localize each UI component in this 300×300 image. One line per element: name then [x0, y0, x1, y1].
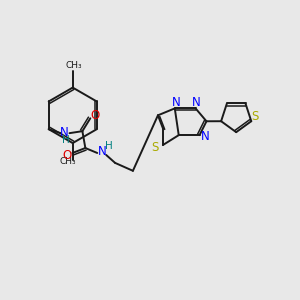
Text: O: O	[62, 149, 71, 162]
Text: N: N	[98, 146, 106, 158]
Text: S: S	[251, 110, 259, 123]
Text: N: N	[192, 96, 201, 109]
Text: H: H	[62, 135, 69, 145]
Text: S: S	[151, 140, 159, 154]
Text: CH₃: CH₃	[59, 158, 76, 166]
Text: H: H	[105, 141, 113, 151]
Text: N: N	[60, 126, 69, 139]
Text: N: N	[171, 96, 180, 109]
Text: CH₃: CH₃	[65, 61, 82, 70]
Text: O: O	[91, 109, 100, 122]
Text: N: N	[201, 130, 210, 142]
